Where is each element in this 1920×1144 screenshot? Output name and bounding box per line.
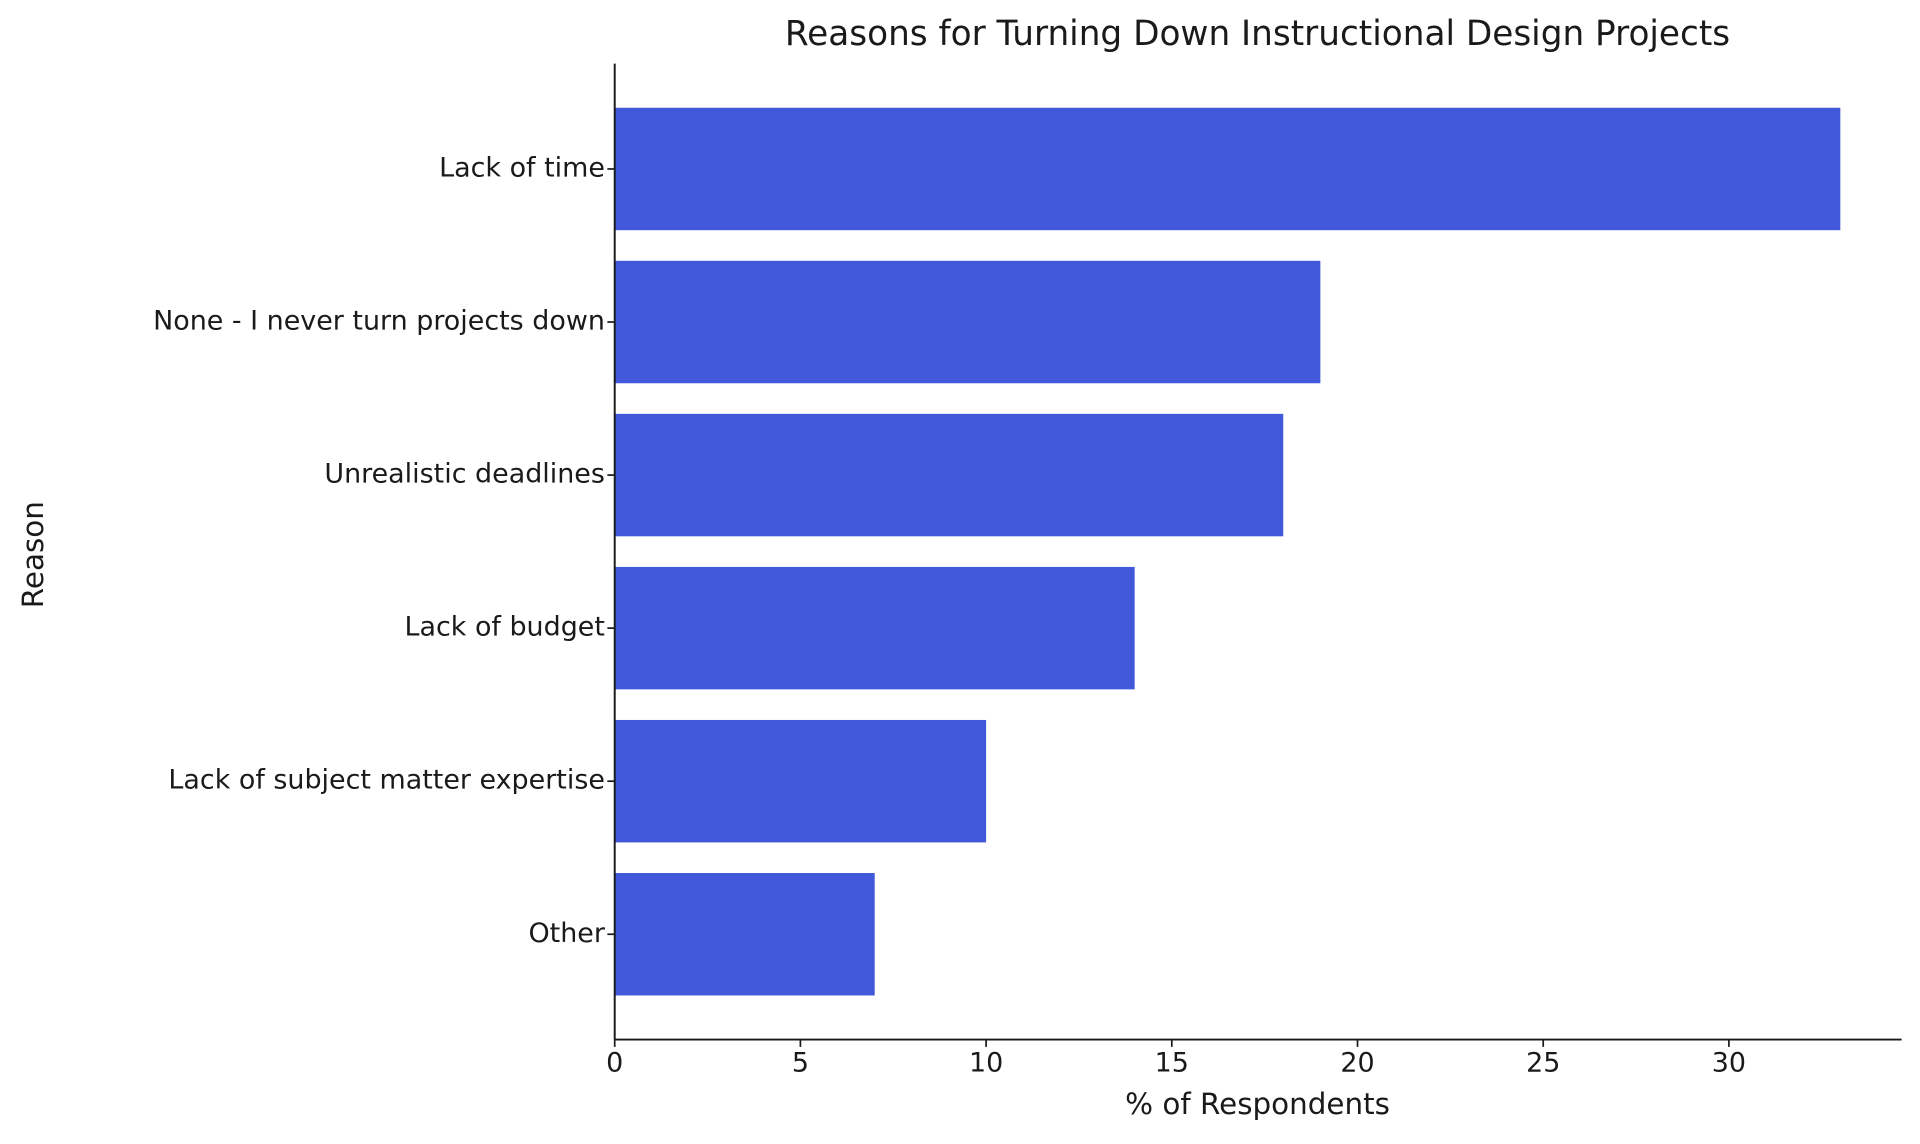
chart-title: Reasons for Turning Down Instructional D…: [785, 14, 1730, 54]
y-tick-label: Lack of budget: [405, 612, 605, 643]
x-tick-label: 25: [1526, 1048, 1560, 1079]
bar: [614, 566, 1135, 690]
y-axis-label: Reason: [16, 501, 50, 608]
x-axis-label: % of Respondents: [1125, 1087, 1390, 1121]
bar: [614, 719, 987, 843]
bar: [614, 413, 1284, 537]
x-tick-label: 10: [969, 1048, 1003, 1079]
y-tick-label: Lack of time: [439, 152, 605, 183]
y-tick-label: Lack of subject matter expertise: [168, 765, 604, 796]
y-tick-label: Other: [528, 918, 605, 949]
x-tick-label: 20: [1340, 1048, 1374, 1079]
x-tick-label: 0: [606, 1048, 623, 1079]
bar: [614, 873, 875, 996]
x-tick-label: 15: [1155, 1048, 1189, 1079]
x-tick-label: 30: [1712, 1048, 1746, 1079]
bar: [614, 107, 1841, 231]
x-tick-label: 5: [792, 1048, 809, 1079]
y-tick-label: Unrealistic deadlines: [324, 459, 605, 490]
bar: [614, 260, 1321, 384]
y-tick-label: None - I never turn projects down: [153, 306, 605, 337]
